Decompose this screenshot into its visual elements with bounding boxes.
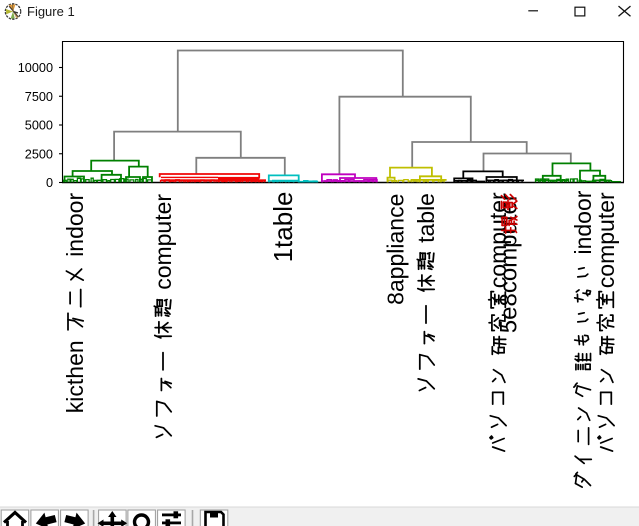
svg-text:10000: 10000 (18, 61, 53, 75)
svg-text:computer: computer (150, 194, 176, 297)
svg-text:5e8computer: 5e8computer (496, 193, 523, 333)
svg-text:7500: 7500 (25, 90, 53, 104)
svg-text:indoor: indoor (570, 190, 596, 261)
svg-text:8appliance: 8appliance (382, 194, 408, 305)
svg-text:2500: 2500 (25, 147, 53, 161)
svg-text:1table: 1table (268, 192, 298, 263)
svg-text:indoor: indoor (62, 193, 88, 264)
svg-text:Figure 1: Figure 1 (27, 4, 75, 19)
svg-text:0: 0 (46, 176, 53, 190)
svg-text:computer: computer (593, 192, 619, 288)
svg-text:kicthen: kicthen (62, 334, 88, 413)
svg-text:5000: 5000 (25, 119, 53, 133)
svg-text:table: table (413, 193, 439, 249)
